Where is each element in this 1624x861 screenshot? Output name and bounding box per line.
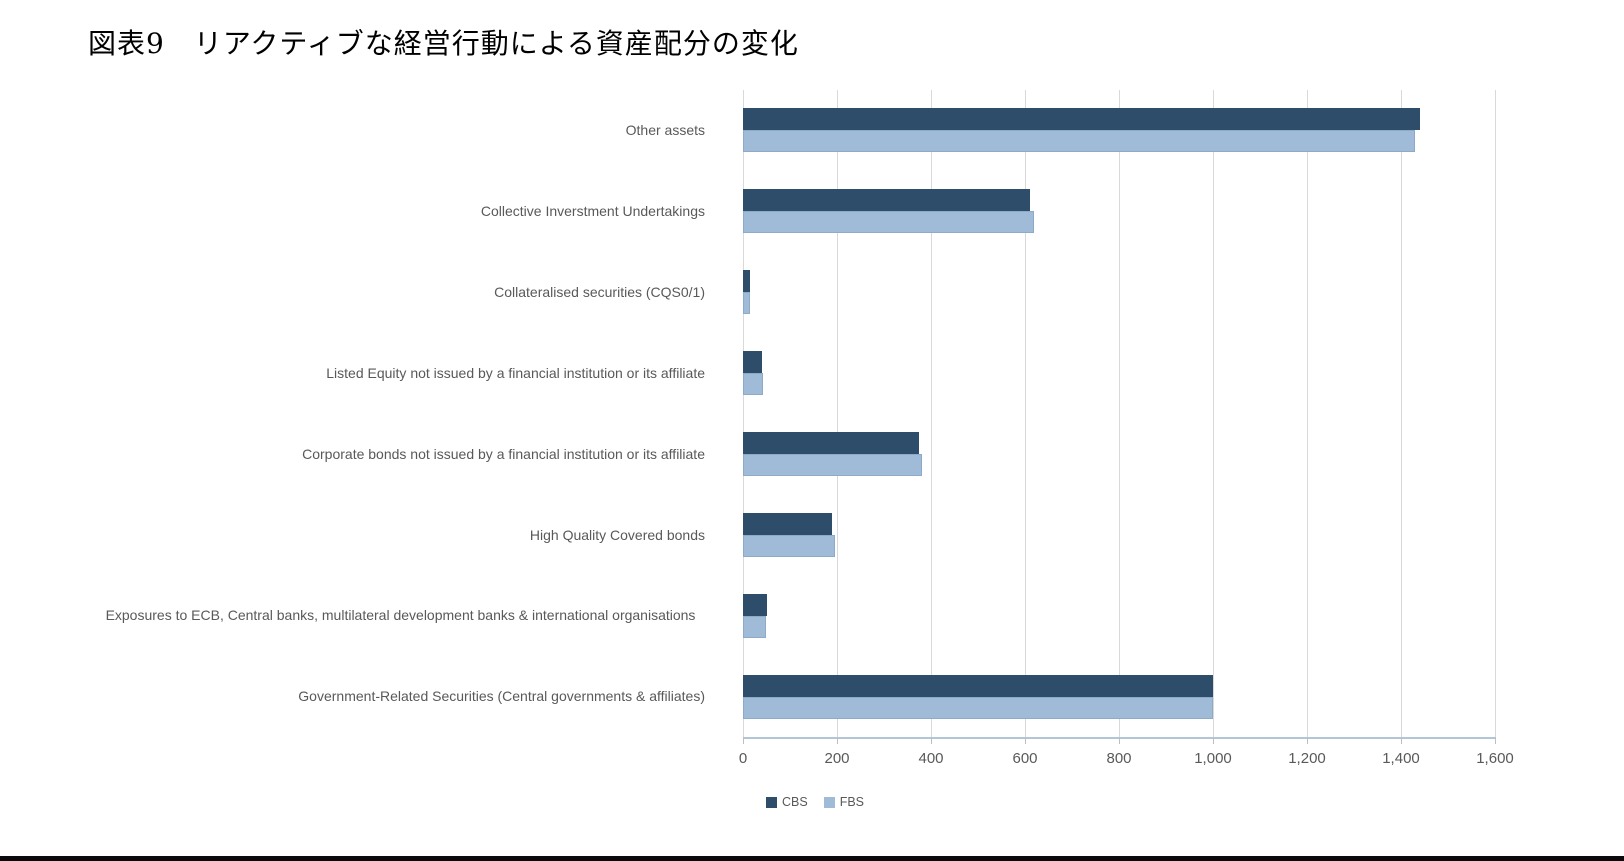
legend: CBS FBS	[766, 795, 864, 809]
bar-cbs-4	[743, 431, 920, 454]
axis-tick	[1401, 737, 1402, 744]
category-label: High Quality Covered bonds	[529, 526, 705, 543]
gridline	[837, 90, 838, 737]
legend-item-cbs: CBS	[766, 795, 808, 809]
gridline	[1025, 90, 1026, 737]
legend-label: CBS	[782, 795, 808, 809]
bar-fbs-2	[743, 292, 751, 315]
axis-tick	[1119, 737, 1120, 744]
bar-cbs-7	[743, 674, 1213, 697]
legend-label: FBS	[839, 795, 865, 809]
axis-tick	[743, 737, 744, 744]
gridline	[1307, 90, 1308, 737]
gridline	[1213, 90, 1214, 737]
axis-tick	[837, 737, 838, 744]
bar-cbs-0	[743, 108, 1420, 131]
x-tick-label: 1,200	[1288, 750, 1326, 767]
axis-tick	[1307, 737, 1308, 744]
x-tick-label: 200	[824, 750, 850, 767]
gridline	[1401, 90, 1402, 737]
gridline	[1495, 90, 1496, 737]
bar-cbs-3	[743, 351, 762, 374]
x-tick-label: 1,400	[1382, 750, 1420, 767]
category-label: Other assets	[625, 122, 705, 139]
bar-fbs-7	[743, 696, 1213, 719]
bar-fbs-0	[743, 130, 1416, 153]
category-label: Collective Inverstment Undertakings	[480, 203, 705, 220]
bar-fbs-3	[743, 373, 763, 396]
bar-fbs-4	[743, 453, 922, 476]
category-label: Listed Equity not issued by a financial …	[326, 364, 705, 381]
gridline	[1119, 90, 1120, 737]
x-tick-label: 800	[1106, 750, 1132, 767]
x-tick-label: 600	[1012, 750, 1038, 767]
x-tick-label: 0	[738, 750, 748, 767]
axis-tick	[931, 737, 932, 744]
category-label: Collateralised securities (CQS0/1)	[494, 283, 705, 300]
bar-fbs-1	[743, 211, 1035, 234]
legend-swatch-cbs	[766, 796, 777, 808]
bar-fbs-5	[743, 534, 835, 557]
axis-tick	[1213, 737, 1214, 744]
bar-fbs-6	[743, 615, 766, 638]
legend-item-fbs: FBS	[823, 795, 865, 809]
category-label: Exposures to ECB, Central banks, multila…	[105, 607, 696, 624]
gridline	[743, 90, 744, 737]
bar-cbs-2	[743, 270, 751, 293]
figure-title: 図表9 リアクティブな経営行動による資産配分の変化	[88, 27, 799, 60]
axis-tick	[1025, 737, 1026, 744]
bar-cbs-6	[743, 593, 767, 616]
page-bottom-border	[0, 856, 1624, 861]
category-label: Government-Related Securities (Central g…	[298, 688, 705, 705]
axis-tick	[1495, 737, 1496, 744]
x-tick-label: 1,000	[1194, 750, 1232, 767]
x-tick-label: 1,600	[1476, 750, 1514, 767]
plot-area	[743, 90, 1496, 744]
bar-cbs-5	[743, 512, 833, 535]
gridline	[931, 90, 932, 737]
x-tick-label: 400	[918, 750, 944, 767]
category-label: Corporate bonds not issued by a financia…	[302, 445, 705, 462]
legend-swatch-fbs	[823, 796, 835, 808]
bar-cbs-1	[743, 189, 1030, 212]
